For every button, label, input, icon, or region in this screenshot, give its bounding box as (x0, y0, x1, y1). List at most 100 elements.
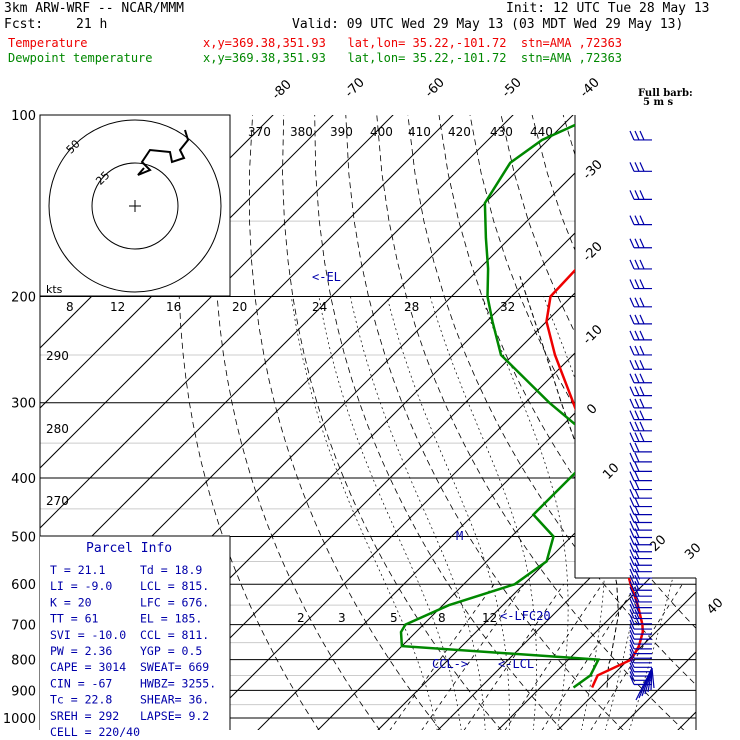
dry-adiabat (178, 115, 320, 730)
m-marker: M (456, 529, 463, 543)
parcel-info-value: LCL = 815. (140, 579, 209, 593)
theta-label: 380 (290, 125, 313, 139)
theta-label: 440 (530, 125, 553, 139)
wind-barbs (629, 130, 655, 701)
isotherm (316, 115, 696, 730)
wind-barb (629, 535, 652, 546)
wind-barb (629, 259, 652, 270)
temperature-location: x,y=369.38,351.93 lat,lon= 35.22,-101.72… (203, 36, 623, 50)
temperature-tick-label: 40 (704, 596, 726, 618)
wind-barb (629, 488, 652, 499)
hodograph-ring (91, 162, 179, 250)
parcel-info-value: Td = 18.9 (140, 563, 202, 577)
wind-barb (629, 442, 652, 453)
parcel-info-value: LI = -9.0 (50, 579, 112, 593)
wind-barb (629, 658, 652, 668)
hodograph-axis-label: 28 (404, 300, 419, 314)
parcel-info-value: SREH = 292 (50, 709, 119, 723)
pressure-label: 400 (11, 472, 36, 487)
dry-adiabat (314, 115, 564, 730)
parcel-info-value: T = 21.1 (50, 563, 105, 577)
level-annotations: <-EL <-LFC20 <-LCL CCL-> M (312, 270, 551, 671)
moist-adiabat (481, 296, 569, 730)
wind-barb (629, 644, 652, 655)
isotherm (40, 115, 467, 730)
isotherm (40, 115, 347, 730)
parcel-info-background (40, 536, 230, 730)
wind-barb (629, 130, 652, 141)
dry-adiabat (624, 115, 696, 730)
dry-adiabat (469, 115, 696, 730)
fcst-label: Fcst: (4, 17, 44, 32)
dry-adiabat (376, 115, 685, 730)
theta-label: 370 (248, 125, 271, 139)
moist-adiabat (429, 296, 537, 730)
mixing-ratio-label: 8 (438, 611, 446, 625)
dewpoint-legend: Dewpoint temperature (8, 51, 153, 65)
theta-label: 390 (330, 125, 353, 139)
wind-barb (629, 568, 652, 579)
hodograph-ring (48, 119, 222, 293)
mixing-ratio-line (463, 583, 565, 730)
wind-barb (629, 634, 652, 645)
barb-legend-title: Full barb: (638, 88, 693, 99)
pressure-label: 300 (11, 397, 36, 412)
wind-barb (629, 162, 652, 172)
wind-barb (629, 505, 652, 516)
wind-barb (629, 542, 652, 553)
valid-time: Valid: 09 UTC Wed 29 May 13 (03 MDT Wed … (292, 17, 684, 32)
mixing-ratio-line (504, 583, 603, 730)
moist-adiabat (290, 296, 438, 730)
mixing-ratio-line (541, 583, 638, 730)
pressure-label: 500 (11, 530, 36, 545)
hodograph-axis-label: 24 (312, 300, 327, 314)
temperature-tick-label: -70 (342, 75, 368, 101)
dry-adiabat (656, 115, 696, 730)
pressure-label: 1000 (3, 712, 36, 727)
wind-barb (629, 562, 652, 573)
isotherm (196, 115, 696, 730)
isotherm (40, 115, 527, 730)
wind-barb (629, 462, 652, 473)
moist-adiabat (350, 296, 486, 730)
parcel-info-value: CELL = 220/40 (50, 725, 140, 739)
moist-adiabat (604, 296, 651, 730)
parcel-info-value: Tc = 22.8 (50, 693, 112, 707)
parcel-info-value: CCL = 811. (140, 628, 209, 642)
wind-barb (629, 386, 652, 397)
temperature-tick-label: -80 (269, 77, 295, 103)
init-time: Init: 12 UTC Tue 28 May 13 (506, 1, 710, 16)
wind-barb (629, 639, 652, 650)
isotherm (436, 115, 696, 730)
wind-barb (629, 528, 652, 539)
isotherm (256, 115, 696, 730)
moist-adiabat (628, 296, 696, 730)
hodograph-trace (137, 129, 190, 176)
isotherm (556, 115, 696, 730)
pressure-label: 200 (11, 291, 36, 306)
wind-barb (629, 297, 652, 308)
wind-barb (629, 410, 652, 421)
dry-adiabat (282, 115, 503, 730)
hodograph-axis-label: 8 (66, 300, 74, 314)
parcel-info-value: K = 20 (50, 595, 92, 609)
wind-barb (629, 480, 652, 491)
parcel-info-value: SHEAR= 36. (140, 693, 209, 707)
wind-barb (629, 549, 652, 560)
wind-barb (629, 513, 652, 524)
wind-barb (629, 314, 652, 325)
wind-barb (629, 520, 652, 531)
pressure-label: 600 (11, 578, 36, 593)
wind-barb (629, 238, 652, 249)
barb-legend-unit: 5 m s (643, 97, 674, 108)
theta-label: 290 (46, 349, 69, 363)
temperature-tick-label: 30 (682, 541, 704, 563)
hodograph-axis-label: 32 (500, 300, 515, 314)
moist-adiabat (386, 296, 510, 730)
mixing-ratio-label: 12 (482, 611, 497, 625)
wind-barb (629, 629, 652, 640)
dewpoint-line (399, 115, 601, 689)
parcel-info-value: LAPSE= 9.2 (140, 709, 209, 723)
isotherm (616, 115, 696, 730)
hodograph-axis-label: 12 (110, 300, 125, 314)
